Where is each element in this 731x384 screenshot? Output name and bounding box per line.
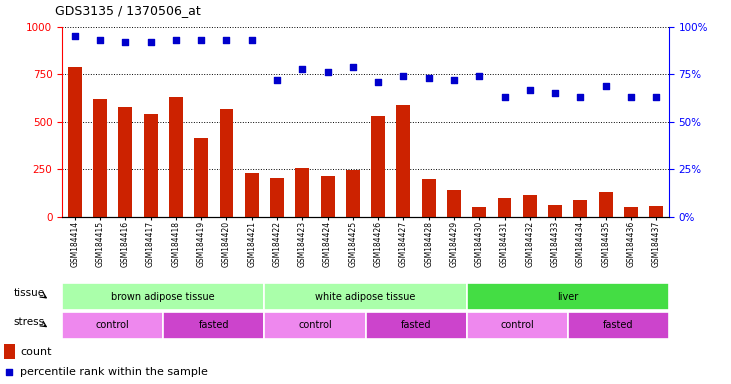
Point (170, 37, 182, 43)
Bar (649, 205, 663, 217)
Text: fasted: fasted (603, 320, 634, 331)
Bar (62, 283, 265, 310)
Bar (396, 105, 410, 217)
Bar (219, 109, 233, 217)
Bar (169, 97, 183, 217)
Bar (144, 114, 158, 217)
Bar (265, 283, 466, 310)
Text: control: control (298, 320, 332, 331)
Bar (466, 283, 669, 310)
Point (69, 33, 80, 40)
Bar (573, 200, 587, 217)
Point (94, 37, 106, 43)
Point (347, 64, 359, 70)
Bar (523, 195, 537, 217)
Point (474, 73, 485, 79)
Point (322, 70, 333, 76)
Text: percentile rank within the sample: percentile rank within the sample (20, 367, 208, 377)
Text: liver: liver (557, 291, 578, 302)
Text: tissue: tissue (14, 288, 45, 298)
Point (575, 94, 586, 100)
Bar (270, 178, 284, 217)
Bar (366, 312, 466, 339)
Point (398, 73, 409, 79)
Point (448, 77, 460, 83)
Bar (599, 192, 613, 217)
Bar (194, 138, 208, 217)
Text: fasted: fasted (401, 320, 431, 331)
Point (119, 39, 131, 45)
Bar (568, 312, 669, 339)
Text: control: control (96, 320, 129, 331)
Bar (472, 207, 486, 217)
Bar (163, 312, 265, 339)
Point (651, 94, 662, 100)
Bar (422, 179, 436, 217)
Bar (295, 167, 309, 217)
Point (625, 94, 637, 100)
Bar (265, 312, 366, 339)
Point (297, 66, 308, 72)
Point (260, 281, 272, 287)
Bar (93, 99, 107, 217)
Bar (68, 67, 82, 217)
Point (221, 37, 232, 43)
Point (524, 86, 536, 93)
Bar (548, 205, 562, 217)
Point (195, 37, 207, 43)
Point (246, 37, 257, 43)
Bar (245, 173, 259, 217)
Point (271, 77, 283, 83)
Bar (371, 116, 385, 217)
Bar (498, 198, 512, 217)
Text: brown adipose tissue: brown adipose tissue (111, 291, 215, 302)
Point (423, 75, 434, 81)
Point (499, 94, 510, 100)
Bar (346, 170, 360, 217)
Bar (447, 190, 461, 217)
Text: GDS3135 / 1370506_at: GDS3135 / 1370506_at (55, 4, 200, 17)
Point (549, 90, 561, 96)
Bar (118, 107, 132, 217)
Text: control: control (500, 320, 534, 331)
Text: stress: stress (14, 317, 45, 327)
Bar (62, 312, 163, 339)
Bar (4, 344, 15, 359)
Bar (321, 176, 335, 217)
Point (600, 83, 612, 89)
Text: white adipose tissue: white adipose tissue (315, 291, 416, 302)
Bar (466, 312, 568, 339)
Text: fasted: fasted (199, 320, 229, 331)
Text: count: count (20, 347, 52, 357)
Bar (624, 207, 638, 217)
Point (145, 39, 156, 45)
Point (372, 79, 384, 85)
